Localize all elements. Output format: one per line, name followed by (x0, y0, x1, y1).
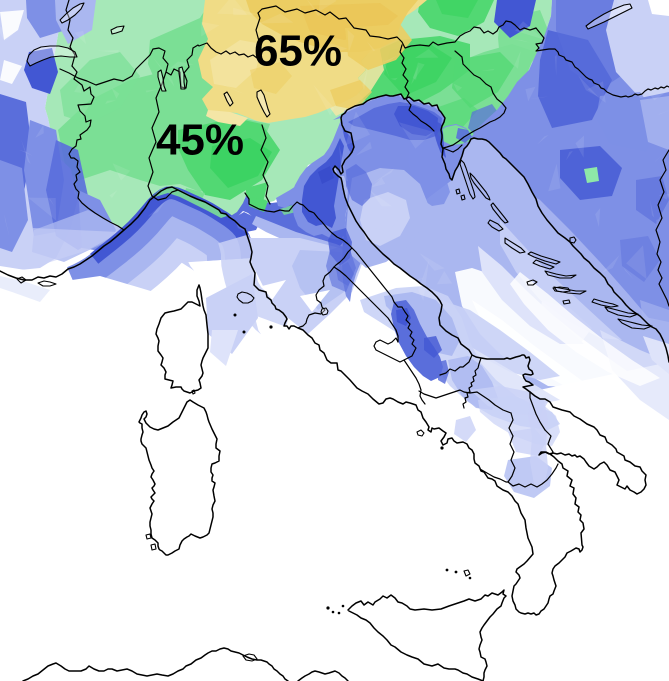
svg-text:45%: 45% (156, 116, 244, 165)
svg-text:65%: 65% (254, 27, 342, 76)
